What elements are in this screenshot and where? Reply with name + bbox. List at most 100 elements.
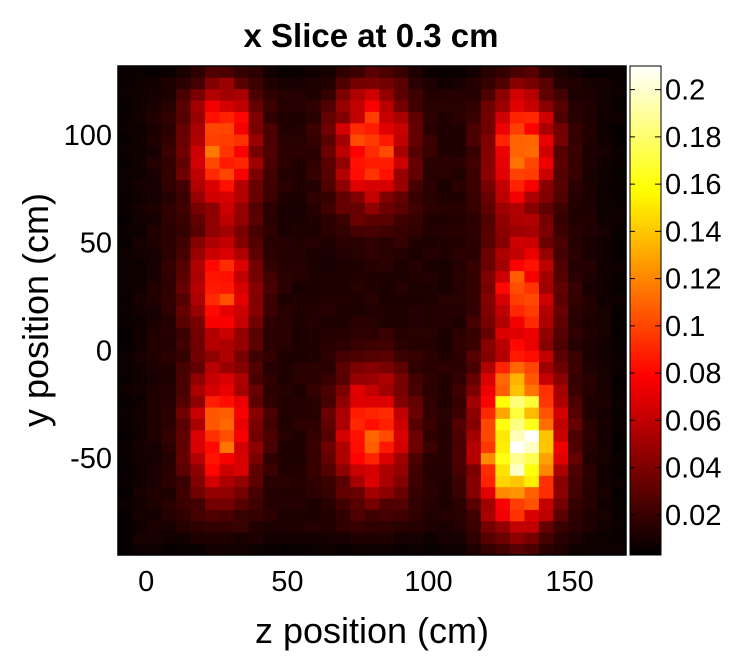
heatmap-cell (480, 350, 496, 363)
heatmap-cell (132, 509, 148, 522)
heatmap-cell (263, 327, 279, 340)
heatmap-cell (495, 486, 511, 499)
colorbar-tick-label: 0.06 (665, 405, 721, 437)
colorbar-tick-label: 0.08 (665, 358, 721, 390)
heatmap-cell (292, 475, 308, 488)
heatmap-cell (524, 361, 540, 374)
heatmap-cell (292, 532, 308, 545)
heatmap-cell (321, 452, 337, 465)
heatmap-cell (596, 441, 612, 454)
heatmap-cell (205, 191, 220, 203)
heatmap-cell (190, 179, 206, 192)
heatmap-cell (596, 452, 612, 465)
heatmap-cell (263, 520, 279, 533)
heatmap-cell (582, 225, 598, 237)
heatmap-cell (611, 327, 627, 340)
heatmap-cell (219, 111, 235, 124)
heatmap-cell (408, 293, 424, 306)
heatmap-cell (596, 475, 612, 488)
heatmap-cell (393, 134, 409, 146)
heatmap-cell (161, 532, 177, 545)
heatmap-cell (277, 395, 293, 408)
heatmap-cell (219, 202, 235, 215)
heatmap-cell (422, 316, 438, 328)
heatmap-cell (379, 350, 395, 363)
heatmap-cell (205, 350, 220, 363)
heatmap-cell (234, 225, 250, 237)
heatmap-cell (553, 225, 569, 237)
heatmap-cell (263, 509, 279, 522)
heatmap-cell (161, 327, 177, 340)
heatmap-cell (234, 429, 250, 442)
heatmap-cell (161, 350, 177, 363)
heatmap-cell (538, 168, 554, 181)
heatmap-cell (364, 452, 380, 465)
heatmap-cell (205, 225, 220, 237)
heatmap-cell (335, 384, 351, 397)
heatmap-cell (277, 168, 293, 181)
heatmap-cell (495, 134, 511, 146)
heatmap-cell (393, 293, 409, 306)
heatmap-cell (364, 338, 380, 351)
heatmap-cell (161, 520, 177, 533)
heatmap-cell (263, 88, 279, 101)
heatmap-cell (611, 259, 627, 272)
heatmap-cell (219, 66, 235, 78)
heatmap-cell (248, 247, 264, 260)
heatmap-cell (466, 100, 482, 112)
heatmap-cell (408, 168, 424, 181)
colorbar-axis: 0.20.180.160.140.120.10.080.060.040.02 (630, 75, 721, 532)
heatmap-cell (306, 66, 322, 78)
heatmap-cell (437, 407, 453, 419)
colorbar-tick-label: 0.12 (665, 264, 721, 296)
heatmap-cell (263, 66, 279, 78)
heatmap-cell (176, 145, 191, 158)
heatmap-cell (292, 407, 308, 419)
heatmap-plot-area (118, 66, 627, 556)
heatmap-cell (553, 77, 569, 90)
heatmap-cell (437, 168, 453, 181)
heatmap-cell (364, 293, 380, 306)
heatmap-cell (582, 407, 598, 419)
heatmap-cell (596, 361, 612, 374)
heatmap-cell (451, 520, 467, 533)
heatmap-cell (335, 361, 351, 374)
heatmap-cell (263, 236, 279, 249)
heatmap-cell (350, 441, 366, 454)
heatmap-cell (437, 418, 453, 431)
heatmap-cell (408, 407, 424, 419)
heatmap-cell (437, 338, 453, 351)
heatmap-cell (611, 464, 627, 476)
heatmap-cell (190, 373, 206, 385)
heatmap-cell (234, 543, 250, 556)
heatmap-cell (480, 486, 496, 499)
heatmap-cell (509, 236, 525, 249)
heatmap-cell (234, 498, 250, 510)
heatmap-cell (553, 236, 569, 249)
heatmap-cell (219, 270, 235, 283)
heatmap-cell (118, 498, 133, 510)
heatmap-cell (118, 304, 133, 317)
heatmap-cell (582, 236, 598, 249)
heatmap-cell (451, 213, 467, 226)
heatmap-cell (132, 452, 148, 465)
heatmap-cell (176, 179, 191, 192)
heatmap-cell (611, 361, 627, 374)
heatmap-cell (596, 316, 612, 328)
heatmap-cell (277, 122, 293, 135)
heatmap-cell (611, 475, 627, 488)
heatmap-cell (567, 213, 583, 226)
heatmap-cell (596, 66, 612, 78)
heatmap-cell (422, 543, 438, 556)
heatmap-cell (350, 191, 366, 203)
heatmap-cell (263, 532, 279, 545)
heatmap-cell (277, 282, 293, 294)
heatmap-cell (596, 327, 612, 340)
heatmap-cell (451, 156, 467, 169)
heatmap-cell (437, 88, 453, 101)
heatmap-cell (379, 213, 395, 226)
heatmap-cell (509, 486, 525, 499)
heatmap-cell (248, 88, 264, 101)
heatmap-cell (335, 441, 351, 454)
heatmap-cell (161, 122, 177, 135)
